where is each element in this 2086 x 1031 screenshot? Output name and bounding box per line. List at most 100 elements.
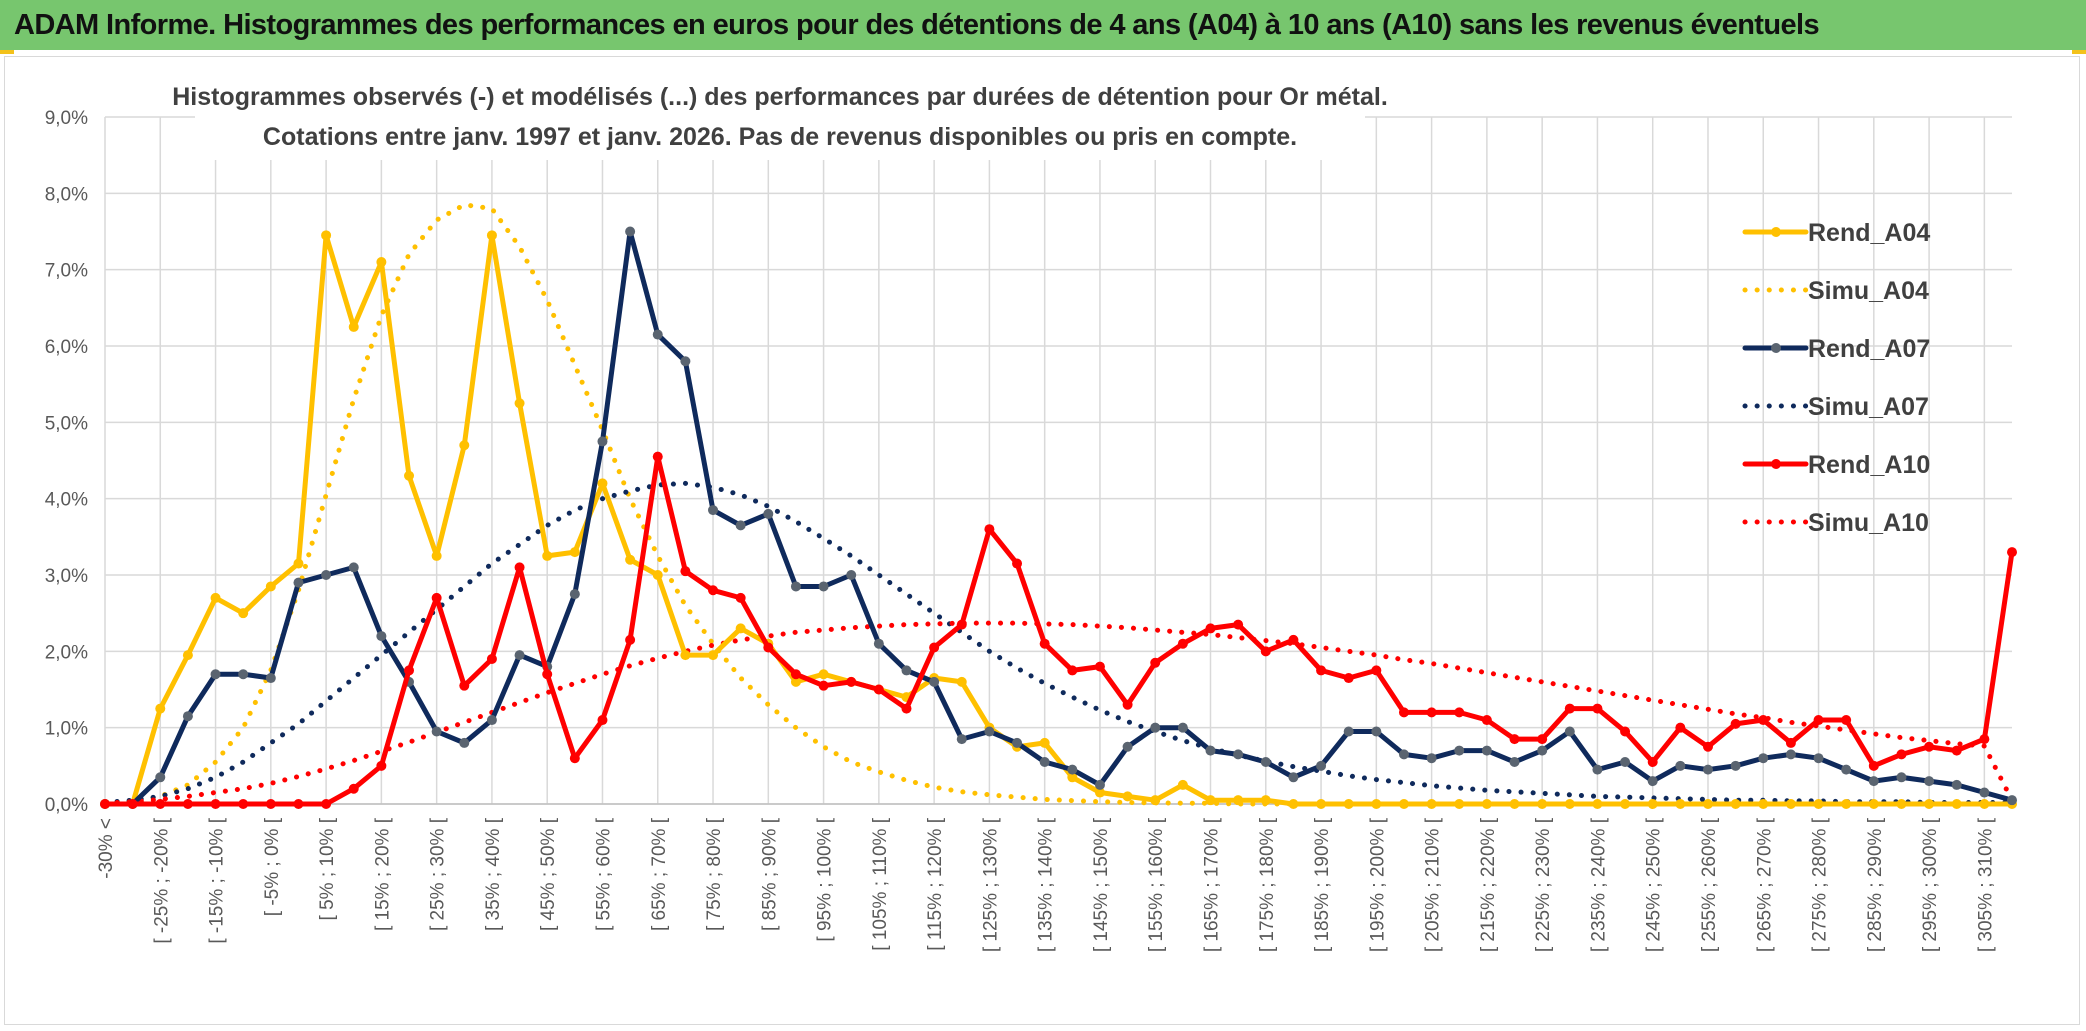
x-tick-label: [ 135% ; 140% [ [1036,817,1057,952]
data-point [763,508,774,519]
legend-label: Simu_A04 [1808,277,1929,305]
data-point [1951,799,1962,809]
data-point [846,676,857,687]
x-tick-label: [ 305% ; 310% [ [1975,817,1996,952]
data-point [431,550,442,561]
legend-label: Rend_A07 [1808,335,1930,363]
data-point [1454,799,1465,809]
data-point [1813,753,1824,764]
data-point [1537,745,1548,756]
data-point [1979,734,1990,745]
data-point [1979,787,1990,798]
data-point [1288,634,1299,645]
data-point [597,478,608,489]
legend-marker [1771,459,1781,469]
legend-item-rend_a07: Rend_A07 [1742,335,1930,363]
data-point [459,440,470,451]
x-tick-label: [ 115% ; 120% [ [925,817,946,950]
data-point [818,581,829,592]
data-point [238,669,249,680]
data-point [376,760,387,771]
data-point [1426,799,1437,809]
chart-frame [4,56,2080,1025]
accent-bar-right [2072,50,2086,54]
data-point [1924,741,1935,752]
legend-label: Simu_A10 [1808,509,1929,537]
y-axis-ticks: 0,0% 1,0% 2,0% 3,0% 4,0% 5,0% 6,0% 7,0% 8,0% 9,0% [45,108,88,816]
gridlines [104,116,2012,805]
x-tick-label: [ 185% ; 190% [ [1312,817,1333,952]
chart-title-background [195,74,1365,160]
page-title: ADAM Informe. Histogrammes des performan… [14,9,1820,41]
data-point [1702,741,1713,752]
data-point [680,566,691,577]
x-tick-label: -30% < [96,818,117,879]
data-point [1647,776,1658,787]
data-point [1122,791,1133,802]
data-point [1150,795,1161,806]
data-point [376,631,387,642]
data-point [569,753,580,764]
data-point [1398,799,1409,809]
data-point [597,436,608,447]
x-tick-label: [ 215% ; 220% [ [1478,817,1499,952]
data-point [597,715,608,726]
data-point [1675,760,1686,771]
data-point [763,642,774,653]
data-point [790,581,801,592]
data-point [127,799,138,809]
data-point [708,505,719,516]
data-point [1481,715,1492,726]
x-tick-label: [ 235% ; 240% [ [1588,817,1609,952]
data-point [1012,558,1023,569]
data-point [1094,779,1105,790]
data-point [1094,661,1105,672]
data-point [818,680,829,691]
data-point [265,581,276,592]
series-line-rend_a04 [102,232,2015,807]
data-point [1233,795,1244,806]
x-tick-label: [ 75% ; 80% [ [704,817,725,931]
data-point [1896,749,1907,760]
data-point [1537,734,1548,745]
data-point [652,451,663,462]
data-point [1951,779,1962,790]
data-point [1177,779,1188,790]
series-line-rend_a10 [102,454,2015,807]
data-point [818,669,829,680]
data-point [1343,726,1354,737]
data-point [929,642,940,653]
data-point [1675,799,1686,809]
series-group [100,202,2017,809]
data-point [1564,726,1575,737]
data-point [542,550,553,561]
y-tick-label: 9,0% [45,108,88,129]
data-point [1343,673,1354,684]
data-point [1150,722,1161,733]
data-point [1564,703,1575,714]
data-point [486,653,497,664]
data-point [1481,799,1492,809]
x-tick-label: [ 95% ; 100% [ [815,817,836,941]
data-point [1039,757,1050,768]
data-point [1841,764,1852,775]
data-point [1647,757,1658,768]
data-point [404,665,415,676]
data-point [1647,799,1658,809]
data-point [1039,638,1050,649]
data-point [1813,715,1824,726]
data-point [1702,764,1713,775]
y-tick-label: 2,0% [45,642,88,663]
data-point [293,558,304,569]
legend-label: Rend_A10 [1808,451,1930,479]
data-point [514,398,525,409]
data-point [1868,799,1879,809]
data-point [155,799,166,809]
y-tick-label: 1,0% [45,719,88,740]
data-point [956,734,967,745]
x-tick-label: [ 65% ; 70% [ [649,817,670,931]
data-point [790,669,801,680]
data-point [1730,799,1741,809]
data-point [1620,799,1631,809]
data-point [1316,799,1327,809]
